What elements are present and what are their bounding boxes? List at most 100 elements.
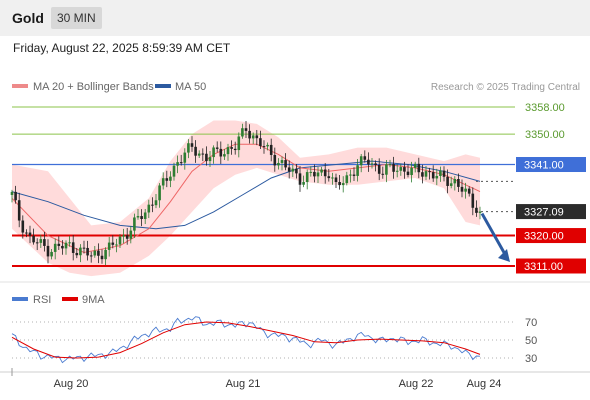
candle-body: [122, 235, 125, 237]
candle-body: [118, 236, 122, 245]
candle-body: [406, 171, 410, 176]
candle-body: [17, 200, 21, 221]
candle-body: [356, 165, 359, 176]
candle-body: [269, 144, 273, 155]
candle-body: [230, 147, 233, 149]
candle-body: [428, 171, 431, 173]
candle-body: [471, 193, 475, 208]
candle-body: [237, 136, 241, 151]
candle-body: [61, 245, 64, 249]
candle-body: [89, 255, 93, 257]
candle-body: [151, 204, 154, 206]
candle-body: [287, 167, 291, 172]
candle-body: [367, 159, 370, 165]
candle-body: [21, 220, 25, 233]
candle-body: [370, 163, 374, 165]
candle-body: [93, 250, 97, 256]
candle-body: [194, 146, 197, 156]
candle-body: [35, 242, 39, 244]
candle-body: [32, 235, 35, 243]
candle-body: [226, 147, 230, 155]
candle-body: [266, 144, 269, 147]
candle-body: [68, 242, 71, 244]
candle-body: [187, 143, 190, 153]
candle-body: [147, 204, 151, 213]
candle-body: [457, 179, 460, 187]
candle-body: [374, 163, 377, 165]
candle-body: [107, 242, 111, 250]
price-label-pivot: 3341.00: [524, 160, 564, 172]
candle-body: [316, 172, 320, 177]
candle-body: [309, 171, 313, 173]
candle-body: [313, 171, 316, 177]
candle-body: [129, 230, 133, 239]
legend-ma20-swatch: [12, 84, 28, 88]
candle-body: [475, 207, 478, 213]
candle-body: [413, 163, 417, 168]
candle-body: [320, 169, 323, 173]
candle-body: [417, 163, 421, 173]
legend-ma20-label: MA 20 + Bollinger Bands: [33, 81, 154, 93]
candle-body: [331, 177, 334, 179]
candle-body: [212, 147, 215, 158]
candle-body: [215, 147, 219, 149]
price-label-support: 3320.00: [524, 231, 564, 243]
candle-body: [327, 176, 331, 179]
legend-rsi-label: RSI: [33, 294, 51, 306]
candle-body: [158, 185, 161, 201]
candle-body: [143, 212, 147, 219]
price-label-box: [516, 204, 586, 220]
candle-body: [421, 172, 424, 177]
candle-body: [172, 165, 176, 177]
candle-body: [183, 152, 187, 163]
legend-9ma-label: 9MA: [82, 294, 105, 306]
forecast-arrow: [480, 212, 510, 262]
candle-body: [82, 247, 86, 249]
instrument-title: Gold: [12, 10, 44, 26]
candle-body: [478, 211, 482, 213]
price-levels: [12, 106, 515, 267]
watermark: Research © 2025 Trading Central: [431, 82, 580, 93]
candle-body: [273, 154, 277, 166]
candle-body: [338, 182, 341, 186]
candle-body: [284, 160, 287, 168]
rsi-9ma-line: [11, 321, 481, 359]
candle-body: [133, 217, 136, 231]
candle-body: [305, 172, 309, 183]
bollinger-bands: [12, 120, 480, 277]
candle-body: [399, 167, 403, 171]
candle-body: [291, 168, 295, 172]
candle-body: [359, 156, 363, 166]
candle-body: [255, 135, 259, 139]
chart-datetime: Friday, August 22, 2025 8:59:39 AM CET: [13, 41, 231, 55]
candle-body: [377, 164, 381, 174]
candle-body: [208, 157, 212, 162]
rsi-path: [11, 316, 481, 364]
candle-body: [349, 174, 352, 176]
timeframe-button[interactable]: 30 MIN: [51, 7, 102, 29]
price-label-support: 3311.00: [524, 261, 563, 273]
forecast-arrow-head: [498, 249, 510, 262]
candle-body: [25, 232, 28, 234]
candle-body: [64, 242, 68, 249]
price-label-last: 3327.09: [524, 207, 564, 219]
time-axis: Aug 20 Aug 21 Aug 22 Aug 24: [11, 368, 501, 390]
legend-ma50-swatch: [155, 84, 171, 88]
price-label-box: [516, 157, 586, 173]
candle-body: [28, 232, 32, 236]
candle-body: [388, 164, 392, 166]
candle-body: [233, 148, 237, 151]
candle-body: [39, 239, 43, 243]
bollinger-band-area: [12, 120, 480, 277]
price-label-resistance: 3350.00: [525, 129, 565, 141]
candle-body: [467, 188, 471, 194]
candle-body: [244, 128, 248, 131]
candle-body: [262, 146, 266, 148]
candle-body: [334, 177, 338, 183]
candle-body: [71, 242, 75, 253]
candle-body: [79, 247, 82, 256]
price-labels: 3358.00 3350.00 3341.00 3327.09 3320.00 3311.…: [516, 102, 586, 274]
candle-body: [403, 167, 406, 172]
candle-body: [439, 170, 442, 176]
